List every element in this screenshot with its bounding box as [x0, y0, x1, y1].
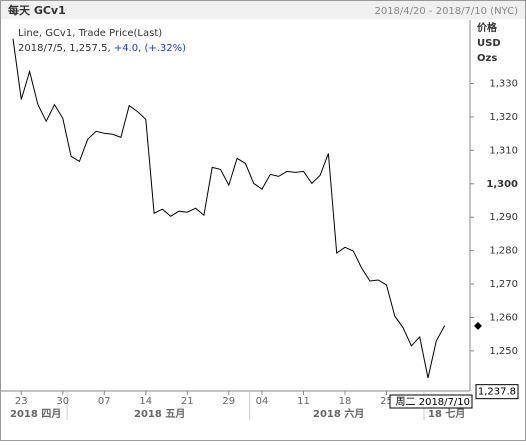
y-tick-label: 1,330: [489, 79, 518, 90]
legend-line: Line, GCv1, Trade Price(Last): [18, 28, 162, 39]
x-tick-label: 30: [56, 396, 69, 407]
x-tick-label: 04: [256, 396, 269, 407]
month-label: 18 七月: [428, 407, 465, 420]
last-value-label: 1,237.8: [478, 387, 516, 398]
axis-label: USD: [477, 38, 501, 49]
x-tick-label: 25: [380, 396, 393, 407]
x-tick-label: 21: [181, 396, 194, 407]
y-tick-label: 1,310: [489, 145, 518, 156]
y-tick-label: 1,250: [489, 346, 518, 357]
last-value-box: [475, 384, 519, 400]
crosshair-label: 周二 2018/7/10: [396, 396, 470, 408]
y-tick-label: 1,290: [489, 212, 518, 223]
y-tick-label: 1,320: [489, 112, 518, 123]
axis-label: 价格: [477, 21, 498, 34]
axis-label: Ozs: [477, 53, 497, 64]
last-point-marker: [474, 321, 482, 330]
x-tick-label: 23: [15, 396, 28, 407]
x-tick-label: 18: [339, 396, 352, 407]
month-label: 2018 四月: [10, 408, 61, 420]
legend-point-text: 2018/7/5, 1,257.5,: [18, 43, 111, 54]
legend-point: 2018/7/5, 1,257.5, +4.0, (+.32%): [18, 43, 186, 54]
x-tick-label: 07: [98, 396, 111, 407]
x-tick-label: 11: [297, 396, 310, 407]
y-tick-label: 1,260: [489, 312, 518, 323]
legend-change: +4.0, (+.32%): [114, 43, 186, 54]
month-label: 2018 六月: [313, 407, 364, 420]
header-title: 每天 GCv1: [8, 3, 66, 17]
y-tick-label: 1,300: [486, 179, 518, 190]
price-line: [12, 38, 446, 379]
month-label: 2018 五月: [134, 408, 185, 420]
y-tick-label: 1,270: [489, 279, 518, 290]
y-tick-label: 1,280: [489, 246, 518, 257]
header-range: 2018/4/20 - 2018/7/10 (NYC): [374, 6, 518, 17]
crosshair-box: [389, 394, 473, 409]
header-bar: [1, 1, 525, 19]
x-tick-label: 29: [222, 396, 235, 407]
x-tick-label: 14: [139, 396, 152, 407]
